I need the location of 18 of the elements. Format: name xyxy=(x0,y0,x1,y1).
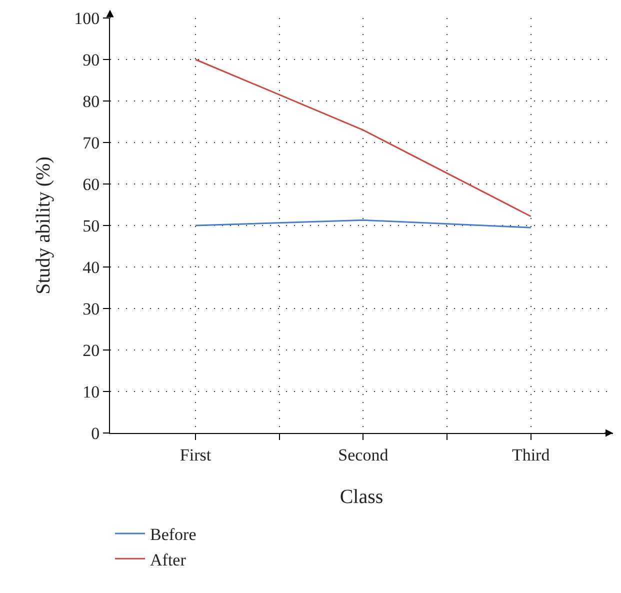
y-tick-label: 60 xyxy=(82,174,100,194)
y-tick-label: 20 xyxy=(82,340,100,360)
y-tick-label: 30 xyxy=(82,299,100,318)
y-tick-label: 90 xyxy=(82,50,100,70)
x-tick-label: Second xyxy=(338,445,389,464)
y-axis-title: Study ability (%) xyxy=(32,156,55,294)
y-tick-label: 80 xyxy=(82,92,100,111)
x-tick-label: Third xyxy=(512,445,550,464)
y-tick-label: 70 xyxy=(82,133,100,152)
y-tick-label: 0 xyxy=(91,424,100,443)
legend-label: After xyxy=(150,550,186,570)
y-tick-label: 40 xyxy=(82,258,100,277)
x-tick-label: First xyxy=(180,445,212,464)
y-tick-label: 100 xyxy=(74,8,100,28)
x-axis-title: Class xyxy=(340,486,384,508)
legend-label: Before xyxy=(150,525,196,544)
y-tick-label: 50 xyxy=(82,216,100,236)
y-tick-label: 10 xyxy=(82,382,100,402)
